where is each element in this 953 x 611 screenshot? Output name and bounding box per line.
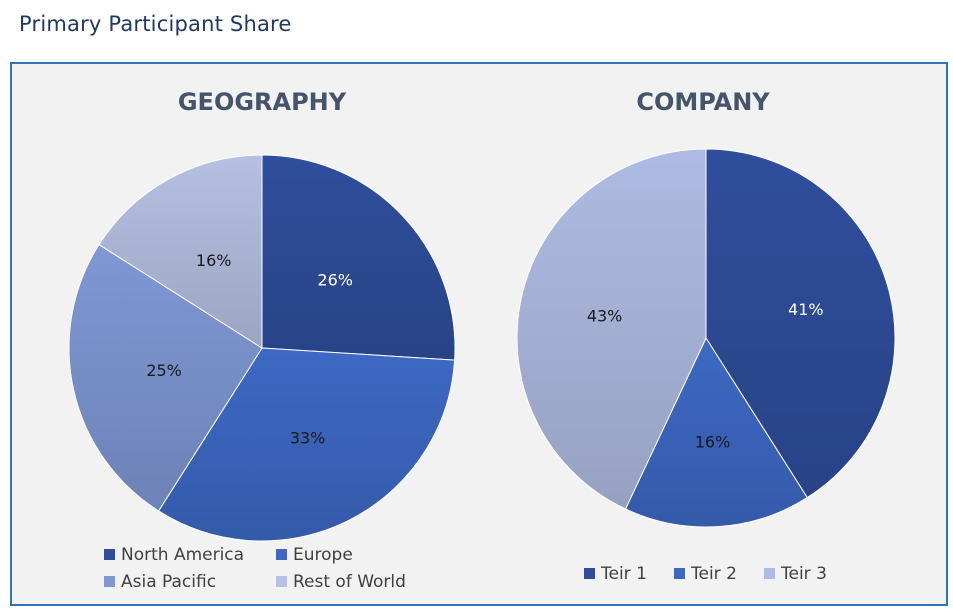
geography-legend-swatch-north-america <box>104 549 115 560</box>
company-legend-item-teir-3: Teir 3 <box>764 564 827 584</box>
company-legend-swatch-teir-3 <box>764 568 775 579</box>
geography-data-label-europe: 33% <box>290 428 326 447</box>
company-legend-label-teir-2: Teir 2 <box>690 564 737 584</box>
geography-legend-swatch-europe <box>276 549 287 560</box>
geography-slice-asia-pacific <box>68 243 263 512</box>
page-title: Primary Participant Share <box>19 12 292 36</box>
company-slice-teir-1 <box>705 148 896 499</box>
geography-data-label-asia-pacific: 25% <box>146 361 182 380</box>
geography-legend-item-asia-pacific: Asia Pacific <box>104 572 216 592</box>
company-legend-item-teir-1: Teir 1 <box>584 564 647 584</box>
geography-legend-swatch-asia-pacific <box>104 576 115 587</box>
geography-slice-north-america <box>261 154 456 361</box>
geography-legend-item-europe: Europe <box>276 545 353 565</box>
company-data-label-teir-2: 16% <box>695 433 731 452</box>
geography-legend-item-north-america: North America <box>104 545 244 565</box>
company-data-label-teir-3: 43% <box>587 306 623 325</box>
geography-slice-europe <box>157 347 456 542</box>
geography-slice-rest-of-world <box>98 154 263 349</box>
geography-legend-label-europe: Europe <box>293 545 353 565</box>
company-legend-item-teir-2: Teir 2 <box>674 564 737 584</box>
company-slice-teir-3 <box>516 148 707 510</box>
company-legend-label-teir-3: Teir 3 <box>780 564 827 584</box>
company-data-label-teir-1: 41% <box>788 300 824 319</box>
company-chart-title: COMPANY <box>636 88 770 116</box>
company-legend-swatch-teir-2 <box>674 568 685 579</box>
geography-data-label-rest-of-world: 16% <box>196 251 232 270</box>
company-legend-swatch-teir-1 <box>584 568 595 579</box>
geography-data-label-north-america: 26% <box>317 270 353 289</box>
geography-legend-swatch-rest-of-world <box>276 576 287 587</box>
pie-charts: GEOGRAPHY 26% 33% 25% 16% North America Europe… <box>68 88 896 592</box>
geography-legend-label-rest-of-world: Rest of World <box>293 572 406 592</box>
geography-legend-label-asia-pacific: Asia Pacific <box>121 572 216 592</box>
geography-chart-title: GEOGRAPHY <box>178 88 347 116</box>
geography-legend-label-north-america: North America <box>121 545 244 565</box>
chart-frame: GEOGRAPHY 26% 33% 25% 16% North America Europe… <box>10 62 948 606</box>
geography-legend-item-rest-of-world: Rest of World <box>276 572 406 592</box>
company-slice-teir-2 <box>624 336 808 528</box>
company-legend-label-teir-1: Teir 1 <box>600 564 647 584</box>
